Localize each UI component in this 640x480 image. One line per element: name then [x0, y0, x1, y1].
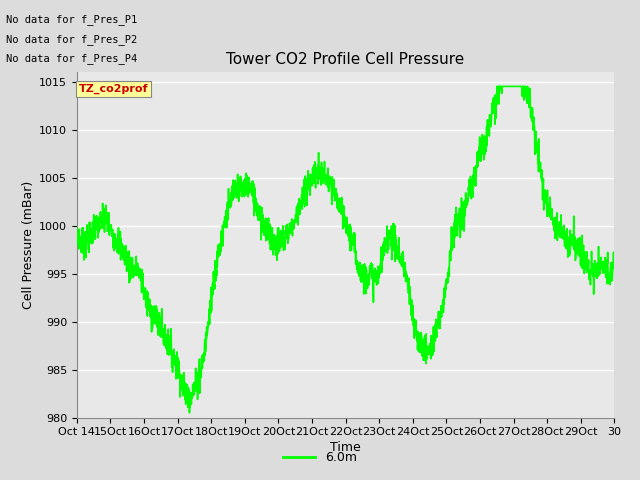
Legend: 6.0m: 6.0m	[278, 446, 362, 469]
X-axis label: Time: Time	[330, 442, 361, 455]
Text: No data for f_Pres_P4: No data for f_Pres_P4	[6, 53, 138, 64]
Text: No data for f_Pres_P1: No data for f_Pres_P1	[6, 14, 138, 25]
Text: No data for f_Pres_P2: No data for f_Pres_P2	[6, 34, 138, 45]
Title: Tower CO2 Profile Cell Pressure: Tower CO2 Profile Cell Pressure	[227, 52, 465, 67]
Text: TZ_co2prof: TZ_co2prof	[79, 84, 148, 94]
Y-axis label: Cell Pressure (mBar): Cell Pressure (mBar)	[22, 180, 35, 309]
